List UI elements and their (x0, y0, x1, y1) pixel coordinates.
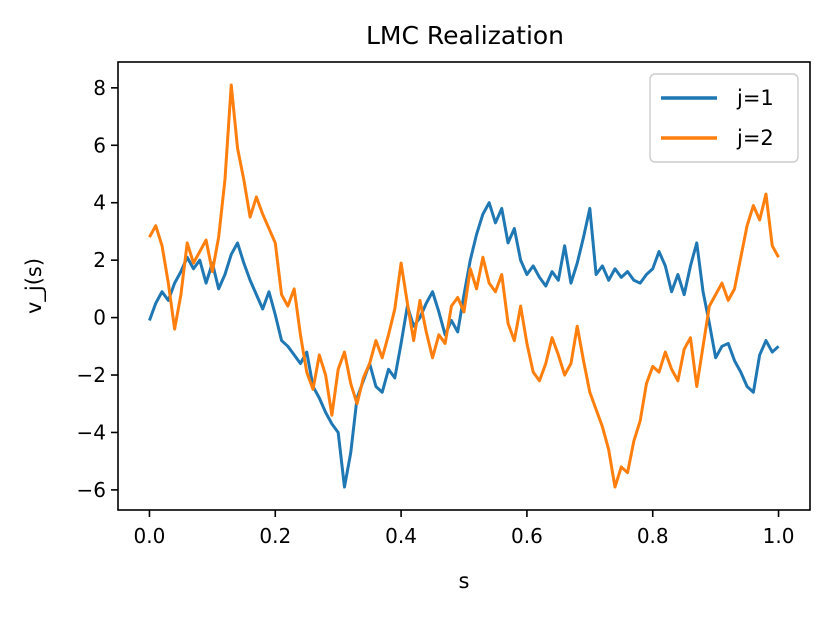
series-line-j1 (148, 201, 780, 489)
y-tick-label: 8 (93, 76, 106, 100)
y-axis-ticks: −6 −4 −2 0 2 4 6 8 (77, 76, 118, 502)
y-tick-label: −6 (77, 478, 106, 502)
legend-label-j1: j=1 (736, 86, 774, 110)
y-axis-label: v_j(s) (22, 258, 47, 314)
y-tick-label: 6 (93, 133, 106, 157)
x-tick-label: 0.6 (511, 524, 543, 548)
chart-title: LMC Realization (366, 21, 564, 50)
legend: j=1 j=2 (649, 73, 799, 163)
y-tick-label: 2 (93, 248, 106, 272)
x-axis-ticks: 0.0 0.2 0.4 0.6 0.8 1.0 (134, 510, 795, 548)
x-tick-label: 0.4 (385, 524, 417, 548)
y-tick-label: −2 (77, 363, 106, 387)
plot-lines (148, 83, 780, 489)
x-tick-label: 1.0 (763, 524, 795, 548)
legend-box (649, 73, 799, 163)
x-tick-label: 0.0 (134, 524, 166, 548)
series-line-j2 (148, 83, 780, 489)
y-tick-label: −4 (77, 420, 106, 444)
x-tick-label: 0.2 (259, 524, 291, 548)
x-tick-label: 0.8 (637, 524, 669, 548)
x-axis-label: s (459, 569, 470, 593)
y-tick-label: 0 (93, 306, 106, 330)
legend-label-j2: j=2 (736, 126, 774, 150)
plot-frame (117, 61, 811, 511)
y-tick-label: 4 (93, 191, 106, 215)
